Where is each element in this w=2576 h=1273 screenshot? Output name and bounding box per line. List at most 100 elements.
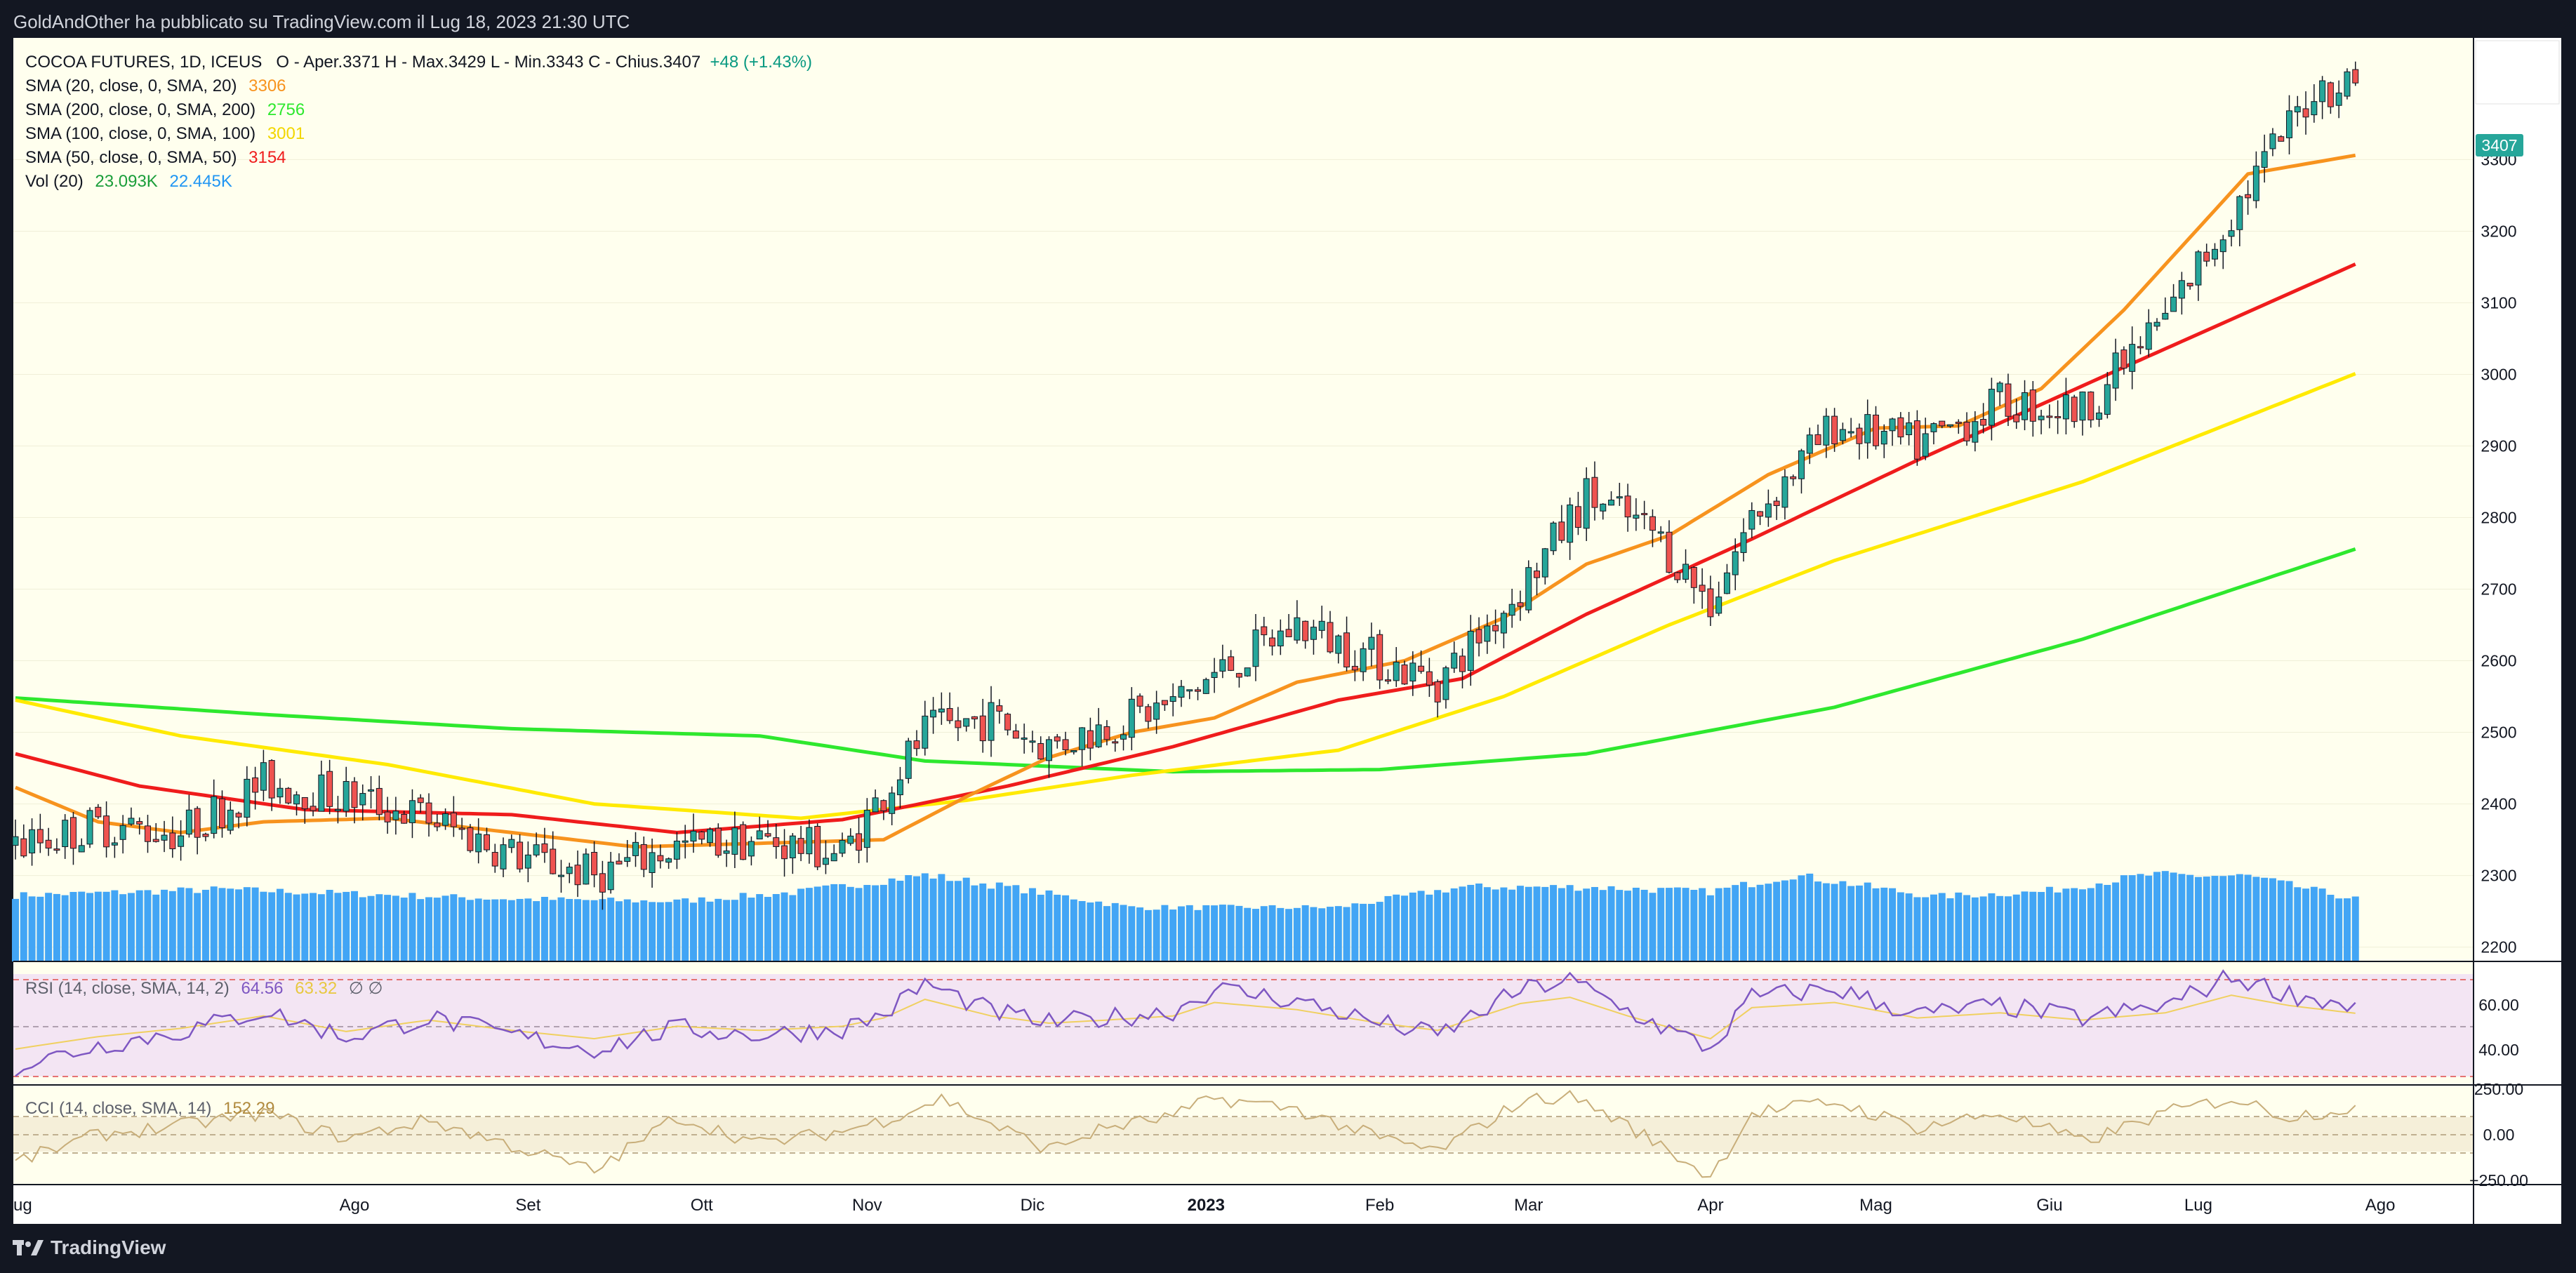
volume-bar (557, 897, 565, 961)
volume-bar (177, 887, 185, 961)
candle-body (2195, 251, 2202, 286)
time-tick-label: 2023 (1188, 1196, 1225, 1215)
candle-body (1252, 629, 1259, 667)
candle-body (111, 842, 118, 846)
volume-bar (2194, 877, 2202, 961)
candle-body (235, 813, 242, 818)
volume-bar (739, 893, 747, 961)
candle-body (2327, 82, 2334, 107)
price-tick-label: 2400 (2481, 795, 2516, 813)
volume-bar (1533, 886, 1541, 961)
volume-bar (689, 902, 697, 961)
cci-legend[interactable]: CCI (14, close, SMA, 14) 152.29 (25, 1099, 275, 1119)
time-tick-label: Set (515, 1196, 540, 1215)
candle-body (2186, 283, 2193, 287)
candle-body (1765, 503, 1772, 518)
volume-bar (2079, 889, 2086, 961)
volume-bar (1260, 906, 1268, 961)
candle-body (896, 779, 903, 796)
candle-body (1889, 418, 1896, 432)
volume-bar (566, 899, 573, 961)
candle-body (1294, 617, 1301, 641)
volume-bar (317, 894, 325, 961)
volume-bar (2128, 875, 2136, 961)
candle-body (1947, 424, 1954, 427)
volume-bar (1360, 903, 1367, 961)
candle-body (53, 848, 60, 851)
volume-bar (1054, 894, 1061, 961)
legend-volume[interactable]: Vol (20) 23.093K 22.445K (25, 172, 232, 192)
volume-bar (251, 887, 259, 961)
legend-sma200[interactable]: SMA (200, close, 0, SMA, 200) 2756 (25, 100, 305, 120)
volume-bar (1723, 887, 1731, 961)
volume-bar (2170, 872, 2177, 961)
candle-body (550, 848, 557, 874)
volume-bar (623, 899, 631, 961)
volume-bar (127, 893, 135, 961)
candle-body (1591, 476, 1598, 508)
candle-body (169, 832, 176, 850)
candle-body (1244, 667, 1251, 677)
candle-body (2071, 396, 2078, 422)
candle-body (649, 852, 656, 874)
candle-body (1906, 422, 1913, 436)
volume-bar (847, 886, 854, 961)
candle-body (1153, 702, 1160, 720)
candle-body (1517, 602, 1524, 607)
candle-body (12, 836, 19, 846)
candle-body (1186, 689, 1193, 692)
candle-body (2087, 392, 2094, 420)
candle-body (1798, 450, 1805, 479)
legend-sma50[interactable]: SMA (50, close, 0, SMA, 50) 3154 (25, 148, 286, 168)
volume-bar (367, 895, 375, 961)
candle-body (524, 854, 531, 869)
volume-bar (971, 885, 978, 961)
volume-bar (1235, 905, 1243, 961)
legend-sma20[interactable]: SMA (20, close, 0, SMA, 20) 3306 (25, 76, 286, 96)
candle-body (1484, 625, 1491, 642)
time-tick-label: Mag (1859, 1196, 1892, 1215)
candle-body (1500, 613, 1507, 634)
volume-bar (2327, 895, 2335, 961)
candle-body (2302, 108, 2309, 118)
volume-bar (218, 888, 226, 961)
volume-bar (896, 881, 904, 961)
volume-bar (2095, 883, 2103, 961)
volume-bar (839, 884, 846, 961)
candle-body (2054, 415, 2062, 418)
candle-body (764, 833, 771, 837)
candle-body (2252, 166, 2259, 201)
time-tick-label: Mar (1514, 1196, 1543, 1215)
candle-body (1004, 714, 1011, 731)
candle-body (211, 796, 218, 834)
candle-body (2062, 394, 2069, 420)
candle-body (467, 827, 474, 851)
volume-bar (1021, 893, 1028, 961)
rsi-legend[interactable]: RSI (14, close, SMA, 14, 2) 64.56 63.32 … (25, 978, 383, 999)
candle-body (202, 834, 209, 837)
candle-body (425, 802, 432, 824)
candle-body (1657, 531, 1664, 534)
cci-legend-value: 152.29 (223, 1099, 275, 1118)
volume-bar (549, 900, 557, 961)
candle-body (417, 797, 424, 804)
candle-body (624, 857, 631, 862)
candle-body (814, 825, 821, 867)
tradingview-brand[interactable]: TradingView (13, 1237, 166, 1259)
volume-bar (1706, 895, 1714, 961)
legend-sma100[interactable]: SMA (100, close, 0, SMA, 100) 3001 (25, 124, 305, 144)
candle-body (988, 702, 995, 741)
volume-bar (1062, 895, 1070, 961)
time-tick-label: Feb (1365, 1196, 1394, 1215)
symbol-legend[interactable]: COCOA FUTURES, 1D, ICEUS O - Aper.3371 H… (25, 53, 812, 72)
volume-bar (2335, 898, 2343, 961)
volume-bar (756, 894, 764, 961)
cci-legend-label: CCI (14, close, SMA, 14) (25, 1099, 212, 1118)
sma200-line (15, 547, 2356, 774)
volume-bar (2261, 877, 2269, 961)
sma100-line (15, 372, 2356, 820)
volume-bar (2012, 894, 2020, 961)
cci-tick-label: 250.00 (2474, 1080, 2523, 1098)
volume-bar (1045, 890, 1053, 961)
candle-body (144, 825, 151, 842)
